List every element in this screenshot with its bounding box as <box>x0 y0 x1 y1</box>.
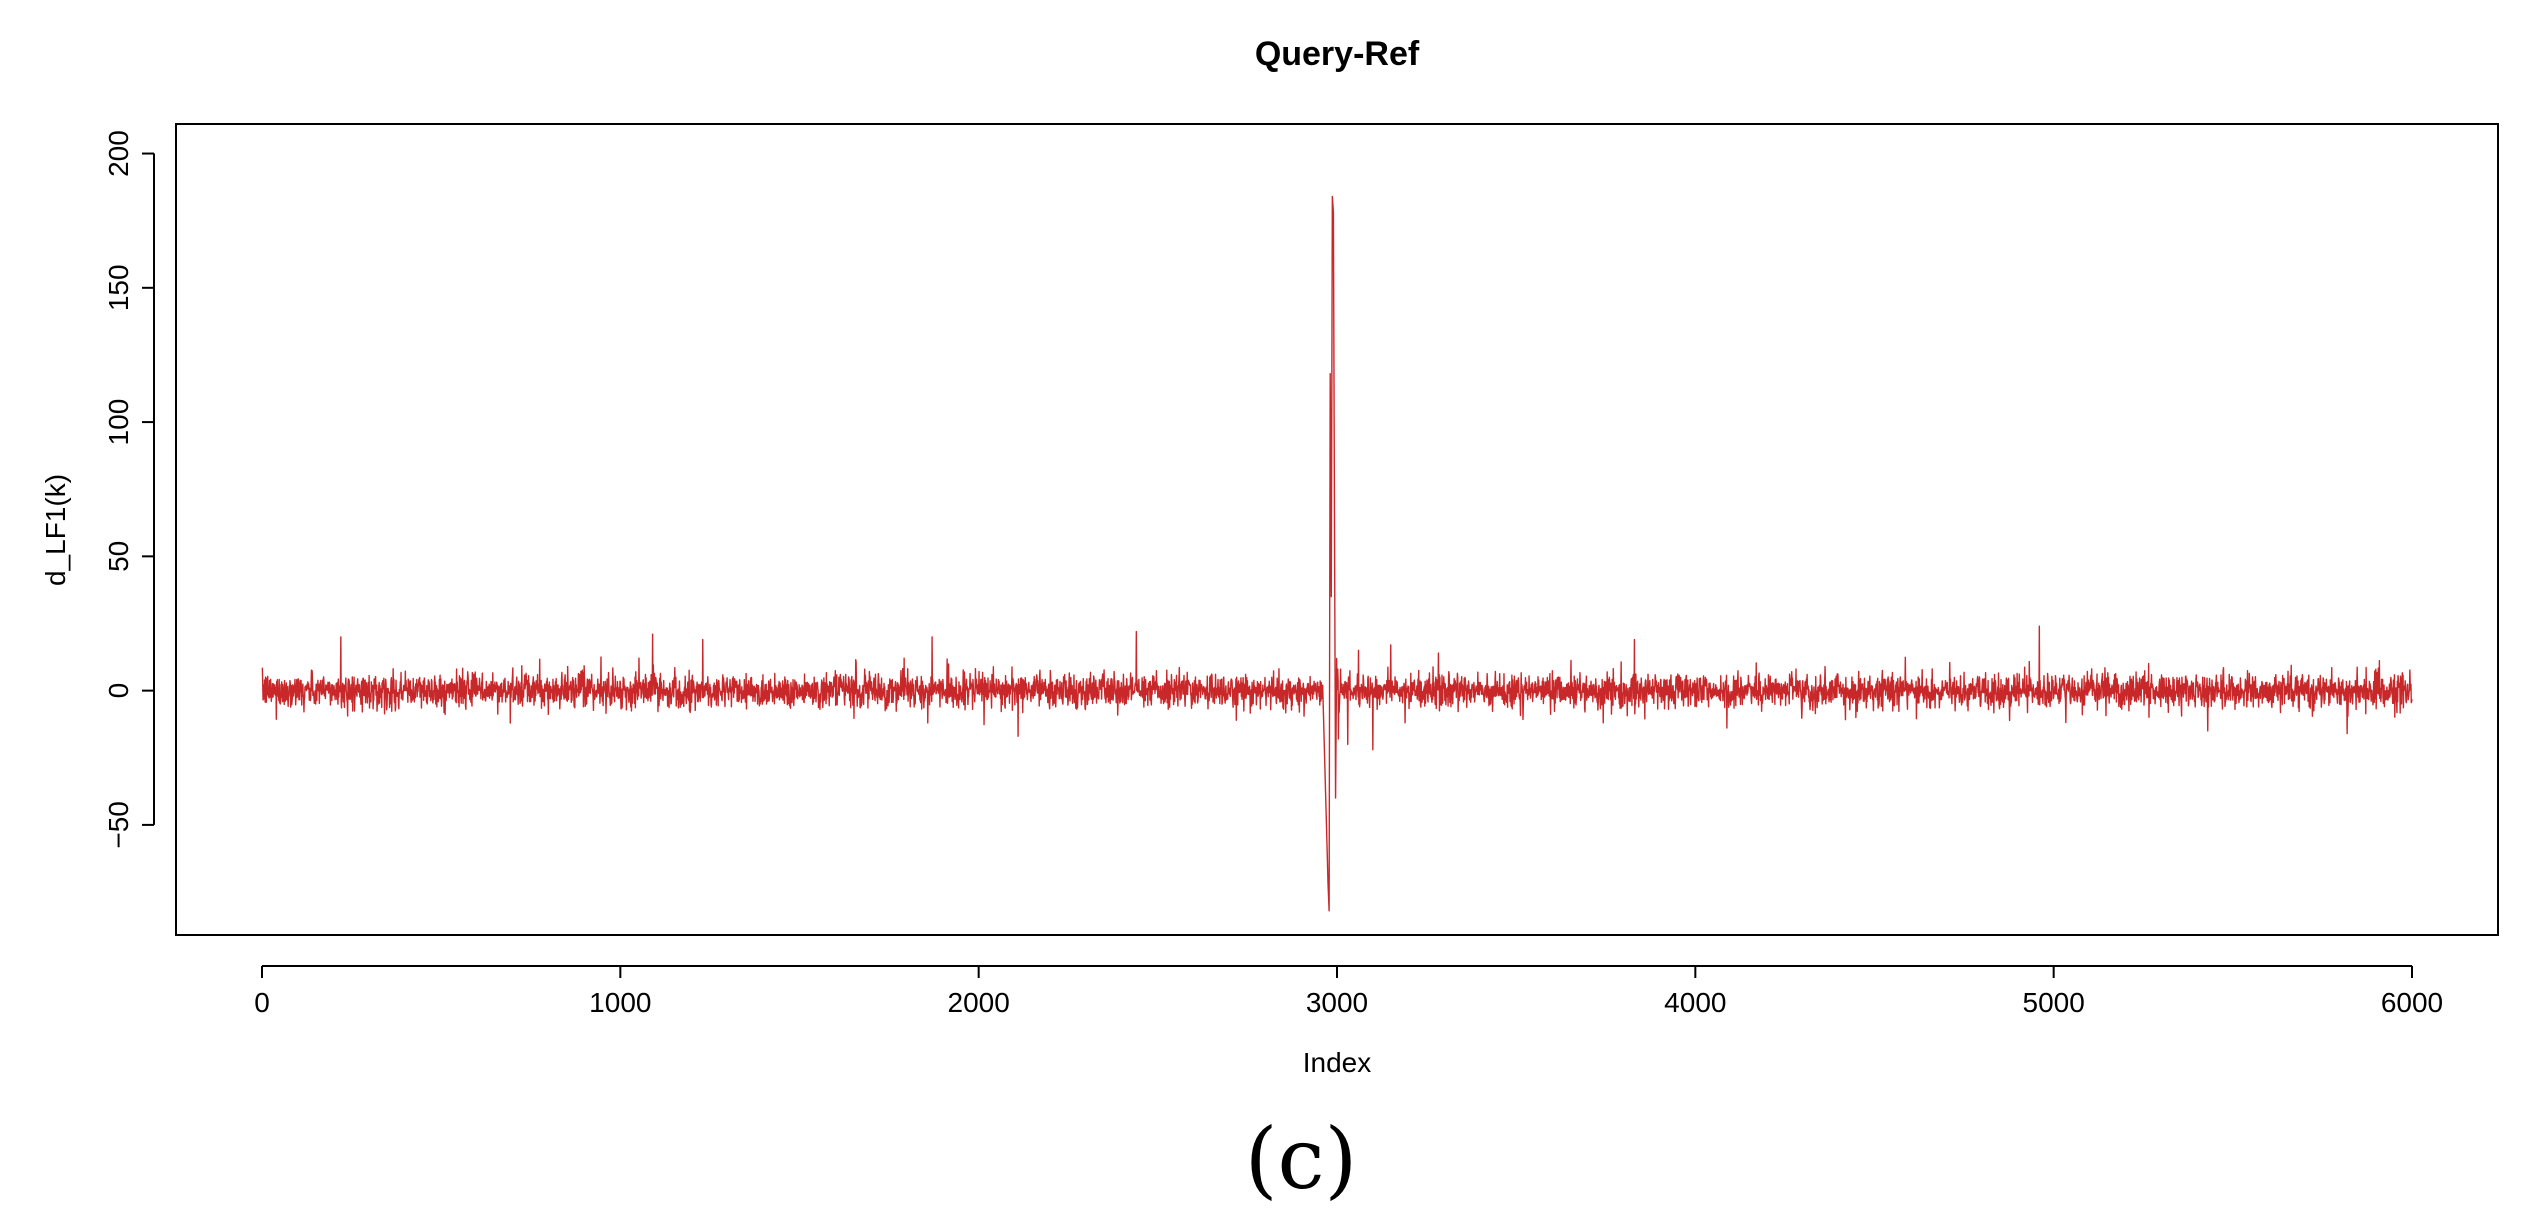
x-tick-label: 0 <box>254 987 270 1018</box>
panel-label: (c) <box>1245 1110 1358 1208</box>
y-tick-label: 50 <box>103 541 134 572</box>
x-axis-label: Index <box>1303 1047 1372 1078</box>
plot-area-frame <box>175 123 2499 936</box>
x-tick-label: 2000 <box>948 987 1010 1018</box>
y-tick-label: 0 <box>103 683 134 699</box>
x-axis: 0 1000 2000 3000 4000 5000 6000 <box>254 965 2443 1018</box>
y-axis: −50 0 50 100 150 200 <box>103 130 155 849</box>
y-tick-label: 150 <box>103 264 134 311</box>
y-tick-label: 100 <box>103 399 134 446</box>
x-tick-label: 1000 <box>589 987 651 1018</box>
chart-title: Query-Ref <box>1255 35 1420 73</box>
y-axis-label: d_LF1(k) <box>40 474 71 586</box>
x-tick-label: 5000 <box>2023 987 2085 1018</box>
x-tick-label: 3000 <box>1306 987 1368 1018</box>
series-line <box>261 195 2413 912</box>
y-tick-label: −50 <box>103 801 134 849</box>
series-layer <box>261 195 2413 912</box>
y-tick-label: 200 <box>103 130 134 177</box>
x-tick-label: 6000 <box>2381 987 2443 1018</box>
x-tick-label: 4000 <box>1664 987 1726 1018</box>
